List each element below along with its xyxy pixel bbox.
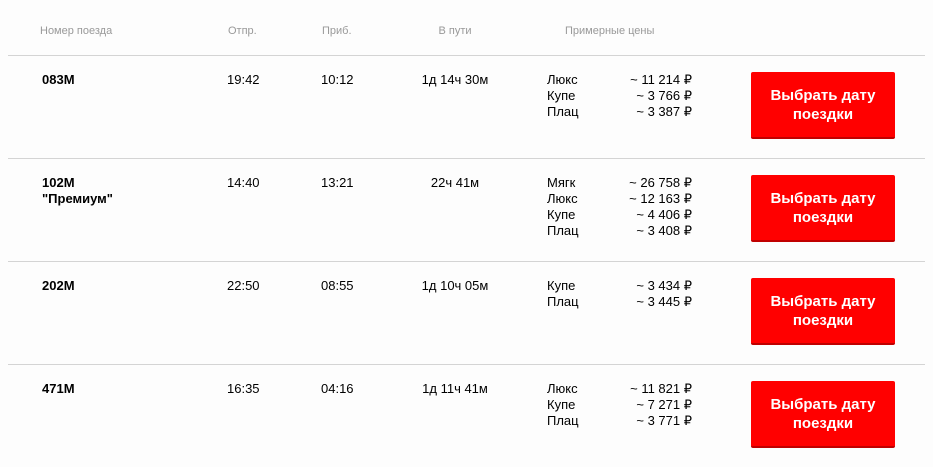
departure-time: 19:42 [227,72,260,87]
price-list: Мягк ~ 26 758 ₽ Люкс ~ 12 163 ₽ Купе ~ 4 406 … [547,175,692,239]
price-value: ~ 11 214 ₽ [630,72,692,87]
travel-duration: 22ч 41м [430,175,480,190]
train-number-text: 083М [42,72,75,87]
class-label: Плац [547,104,579,119]
price-list: Купе ~ 3 434 ₽ Плац ~ 3 445 ₽ [547,278,692,310]
price-row: Мягк ~ 26 758 ₽ [547,175,692,191]
class-label: Люкс [547,381,578,396]
price-row: Купе ~ 7 271 ₽ [547,397,692,413]
header-duration: В пути [438,25,472,37]
train-name: "Премиум" [42,191,113,206]
train-number: 083М [42,72,75,88]
price-list: Люкс ~ 11 821 ₽ Купе ~ 7 271 ₽ Плац ~ 3 771 ₽ [547,381,692,429]
train-number-text: 102М [42,175,75,190]
price-value: ~ 12 163 ₽ [629,191,692,206]
arrival-time: 08:55 [321,278,354,293]
price-value: ~ 3 408 ₽ [636,223,692,238]
price-row: Купе ~ 3 766 ₽ [547,88,692,104]
train-number-text: 202М [42,278,75,293]
choose-date-button[interactable]: Выбрать дату поездки [751,381,895,448]
header-arrival: Приб. [322,25,352,37]
divider [8,158,925,159]
price-list: Люкс ~ 11 214 ₽ Купе ~ 3 766 ₽ Плац ~ 3 387 ₽ [547,72,692,120]
table-row: 083М 19:42 10:12 1д 14ч 30м Люкс ~ 11 214… [0,55,933,159]
price-row: Плац ~ 3 408 ₽ [547,223,692,239]
table-row: 202М 22:50 08:55 1д 10ч 05м Купе ~ 3 434 … [0,261,933,365]
price-value: ~ 3 445 ₽ [636,294,692,309]
class-label: Купе [547,397,576,412]
header-train-number: Номер поезда [40,25,113,37]
class-label: Люкс [547,191,578,206]
class-label: Плац [547,413,579,428]
header-prices: Примерные цены [565,25,655,37]
arrival-time: 13:21 [321,175,354,190]
arrival-time: 10:12 [321,72,354,87]
choose-date-button[interactable]: Выбрать дату поездки [751,278,895,345]
departure-time: 22:50 [227,278,260,293]
table-row: 471М 16:35 04:16 1д 11ч 41м Люкс ~ 11 821… [0,364,933,467]
class-label: Мягк [547,175,576,190]
class-label: Плац [547,294,579,309]
price-row: Плац ~ 3 387 ₽ [547,104,692,120]
price-row: Люкс ~ 11 821 ₽ [547,381,692,397]
class-label: Купе [547,278,576,293]
price-value: ~ 7 271 ₽ [636,397,692,412]
travel-duration: 1д 14ч 30м [421,72,489,87]
travel-duration: 1д 10ч 05м [421,278,489,293]
price-row: Люкс ~ 11 214 ₽ [547,72,692,88]
choose-date-button[interactable]: Выбрать дату поездки [751,72,895,139]
arrival-time: 04:16 [321,381,354,396]
price-value: ~ 3 766 ₽ [636,88,692,103]
train-number-text: 471М [42,381,75,396]
price-value: ~ 3 434 ₽ [636,278,692,293]
divider [8,261,925,262]
price-value: ~ 3 387 ₽ [636,104,692,119]
class-label: Купе [547,88,576,103]
departure-time: 16:35 [227,381,260,396]
train-number: 471М [42,381,75,397]
class-label: Плац [547,223,579,238]
price-row: Плац ~ 3 445 ₽ [547,294,692,310]
price-row: Люкс ~ 12 163 ₽ [547,191,692,207]
departure-time: 14:40 [227,175,260,190]
choose-date-button[interactable]: Выбрать дату поездки [751,175,895,242]
divider [8,55,925,56]
travel-duration: 1д 11ч 41м [422,381,488,396]
price-row: Купе ~ 4 406 ₽ [547,207,692,223]
price-value: ~ 4 406 ₽ [636,207,692,222]
header-departure: Отпр. [228,25,257,37]
class-label: Люкс [547,72,578,87]
price-row: Плац ~ 3 771 ₽ [547,413,692,429]
train-number: 102М "Премиум" [42,175,113,207]
class-label: Купе [547,207,576,222]
price-value: ~ 11 821 ₽ [630,381,692,396]
train-number: 202М [42,278,75,294]
price-value: ~ 3 771 ₽ [636,413,692,428]
table-row: 102М "Премиум" 14:40 13:21 22ч 41м Мягк ~ … [0,158,933,262]
price-row: Купе ~ 3 434 ₽ [547,278,692,294]
divider [8,364,925,365]
price-value: ~ 26 758 ₽ [629,175,692,190]
